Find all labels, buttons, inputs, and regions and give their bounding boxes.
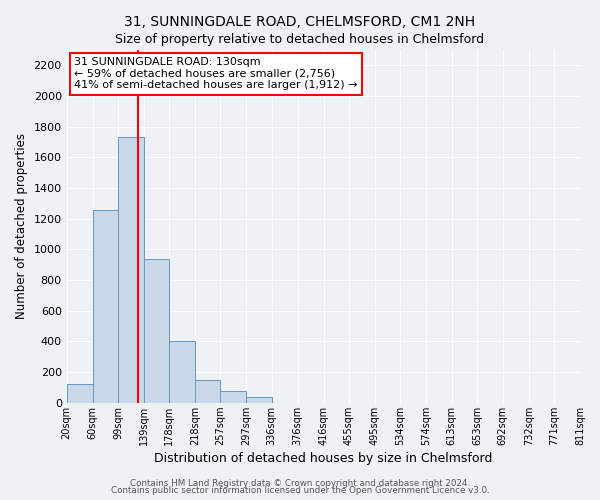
Bar	[92, 210, 118, 403]
Bar	[144, 258, 169, 403]
Text: 31, SUNNINGDALE ROAD, CHELMSFORD, CM1 2NH: 31, SUNNINGDALE ROAD, CHELMSFORD, CM1 2N…	[124, 15, 476, 29]
X-axis label: Distribution of detached houses by size in Chelmsford: Distribution of detached houses by size …	[154, 452, 493, 465]
Bar	[169, 342, 195, 403]
Bar	[220, 392, 247, 403]
Bar	[118, 138, 144, 403]
Bar	[247, 398, 272, 403]
Text: Contains HM Land Registry data © Crown copyright and database right 2024.: Contains HM Land Registry data © Crown c…	[130, 478, 470, 488]
Text: 31 SUNNINGDALE ROAD: 130sqm
← 59% of detached houses are smaller (2,756)
41% of : 31 SUNNINGDALE ROAD: 130sqm ← 59% of det…	[74, 57, 358, 90]
Y-axis label: Number of detached properties: Number of detached properties	[15, 134, 28, 320]
Bar	[195, 380, 220, 403]
Bar	[67, 384, 92, 403]
Text: Contains public sector information licensed under the Open Government Licence v3: Contains public sector information licen…	[110, 486, 490, 495]
Text: Size of property relative to detached houses in Chelmsford: Size of property relative to detached ho…	[115, 32, 485, 46]
